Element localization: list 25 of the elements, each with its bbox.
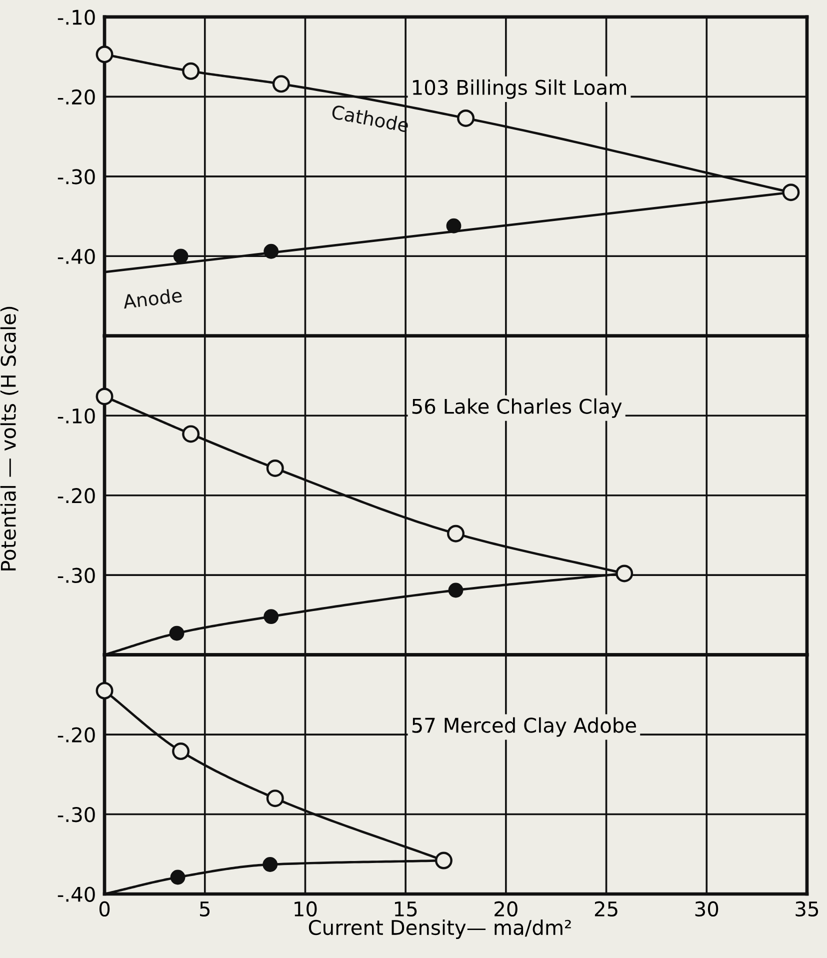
- y-tick-label: -.30: [58, 169, 95, 184]
- x-tick-label: 15: [394, 902, 417, 917]
- x-tick-label: 10: [294, 901, 317, 917]
- y-tick-label: -.30: [58, 568, 95, 584]
- text: Anode: [122, 288, 182, 309]
- text: 57 Merced Clay Adobe: [412, 717, 636, 737]
- y-tick-label: -.20: [58, 488, 95, 504]
- text: 56 Lake Charles Clay: [412, 398, 622, 418]
- y-tick-label: -.10: [58, 10, 95, 25]
- y-tick-label: -.10: [58, 408, 95, 424]
- y-axis-title: Potential — volts (H Scale): [0, 306, 18, 570]
- x-tick-label: 20: [494, 901, 518, 917]
- x-tick-label: 30: [695, 901, 718, 917]
- y-tick-label: -.20: [58, 727, 95, 742]
- y-tick-label: -.40: [58, 886, 95, 902]
- y-tick-label: -.30: [58, 806, 95, 822]
- x-axis-title: Current Density— ma/dm²: [308, 920, 571, 940]
- x-tick-label: 5: [200, 902, 210, 917]
- text: Cathode: [331, 104, 410, 133]
- y-tick-label: -.40: [58, 248, 95, 264]
- x-tick-label: 35: [796, 901, 818, 917]
- x-tick-label: 25: [594, 901, 618, 917]
- text: 103 Billings Silt Loam: [413, 79, 626, 99]
- y-tick-label: -.20: [58, 89, 95, 105]
- x-tick-label: 0: [99, 901, 110, 917]
